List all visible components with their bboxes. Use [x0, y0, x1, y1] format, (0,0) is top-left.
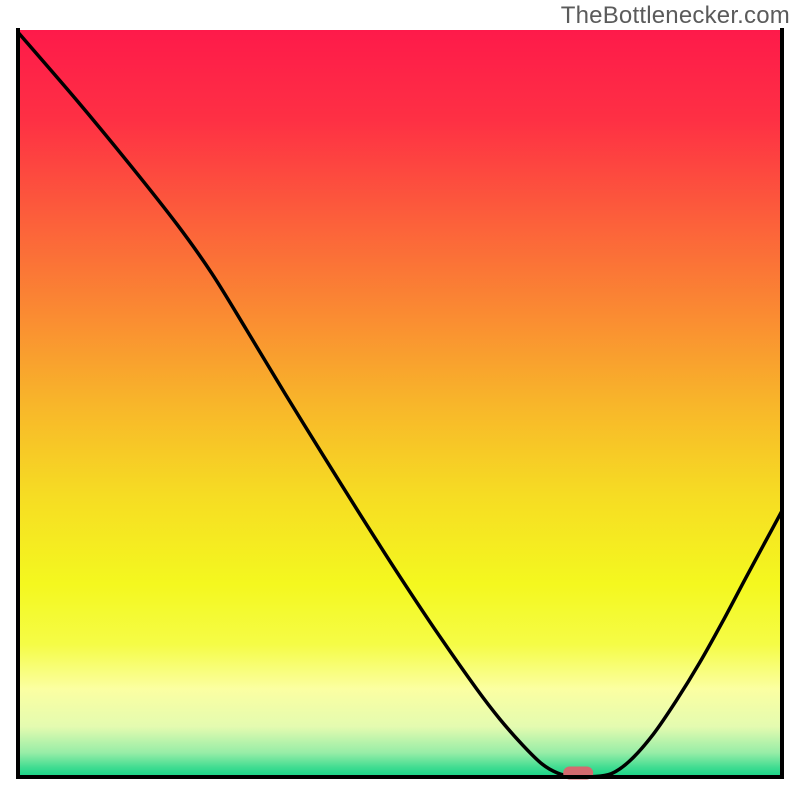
plot-background — [16, 30, 784, 779]
bottleneck-chart — [0, 0, 800, 800]
chart-container: TheBottlenecker.com — [0, 0, 800, 800]
